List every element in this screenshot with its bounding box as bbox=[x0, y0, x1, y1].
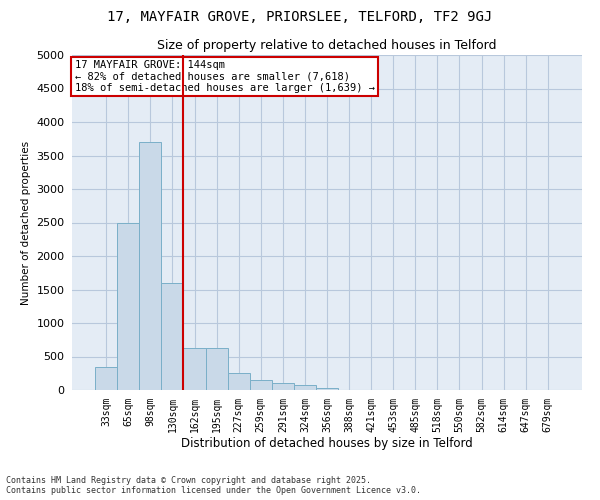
Bar bbox=[294, 386, 316, 390]
Y-axis label: Number of detached properties: Number of detached properties bbox=[20, 140, 31, 304]
Bar bbox=[139, 142, 161, 390]
Text: Contains HM Land Registry data © Crown copyright and database right 2025.
Contai: Contains HM Land Registry data © Crown c… bbox=[6, 476, 421, 495]
Bar bbox=[95, 366, 117, 390]
Text: 17 MAYFAIR GROVE: 144sqm
← 82% of detached houses are smaller (7,618)
18% of sem: 17 MAYFAIR GROVE: 144sqm ← 82% of detach… bbox=[74, 60, 374, 93]
Bar bbox=[250, 380, 272, 390]
Bar bbox=[227, 373, 250, 390]
X-axis label: Distribution of detached houses by size in Telford: Distribution of detached houses by size … bbox=[181, 437, 473, 450]
Bar bbox=[161, 283, 184, 390]
Text: 17, MAYFAIR GROVE, PRIORSLEE, TELFORD, TF2 9GJ: 17, MAYFAIR GROVE, PRIORSLEE, TELFORD, T… bbox=[107, 10, 493, 24]
Bar bbox=[117, 222, 139, 390]
Bar bbox=[206, 348, 227, 390]
Title: Size of property relative to detached houses in Telford: Size of property relative to detached ho… bbox=[157, 40, 497, 52]
Bar bbox=[184, 348, 206, 390]
Bar bbox=[316, 388, 338, 390]
Bar bbox=[272, 384, 294, 390]
